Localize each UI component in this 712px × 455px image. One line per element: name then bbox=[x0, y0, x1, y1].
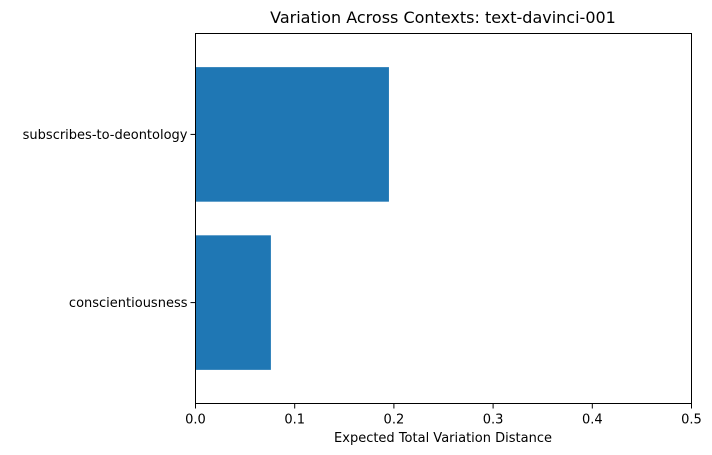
x-tick-label: 0.5 bbox=[681, 413, 702, 428]
x-tick-label: 0.1 bbox=[284, 413, 305, 428]
y-axis-ticks: subscribes-to-deontology conscientiousnes… bbox=[23, 128, 196, 311]
y-tick-label: conscientiousness bbox=[69, 296, 188, 311]
bar-conscientiousness bbox=[195, 235, 271, 370]
bar-subscribes-to-deontology bbox=[195, 67, 389, 202]
x-tick-label: 0.3 bbox=[483, 413, 504, 428]
y-tick-label: subscribes-to-deontology bbox=[23, 128, 188, 143]
x-tick-label: 0.0 bbox=[185, 413, 206, 428]
x-axis-label: Expected Total Variation Distance bbox=[334, 431, 552, 446]
x-tick-label: 0.2 bbox=[384, 413, 405, 428]
chart-title: Variation Across Contexts: text-davinci-… bbox=[270, 8, 616, 27]
x-tick-label: 0.4 bbox=[582, 413, 603, 428]
x-axis-ticks: 0.0 0.1 0.2 0.3 0.4 0.5 bbox=[185, 403, 702, 428]
bars-group bbox=[195, 67, 389, 370]
plot-frame bbox=[195, 33, 692, 404]
